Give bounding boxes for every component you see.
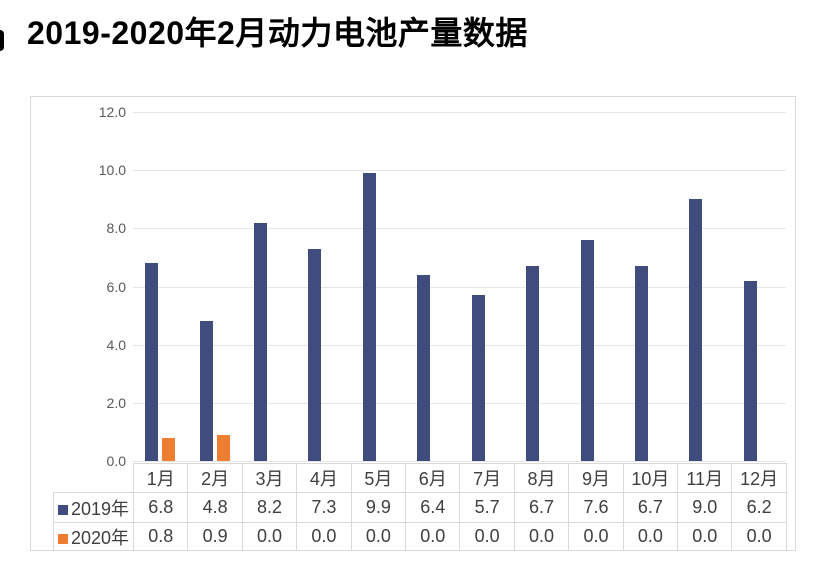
y-tick-label: 2.0 — [106, 394, 126, 411]
chart-card: 0.0 2.0 4.0 6.0 8.0 10.0 12.0 1月 2月 3月 4月 5月 6月 7月 8月… — [30, 96, 796, 551]
bar-group — [133, 112, 187, 461]
value-cell: 9.9 — [350, 492, 407, 523]
2019年-bar — [526, 266, 540, 461]
month-header: 7月 — [459, 463, 515, 493]
2019年-bar — [362, 173, 376, 461]
value-cell: 6.2 — [731, 492, 787, 523]
value-cell: 9.0 — [677, 492, 733, 523]
month-header: 6月 — [405, 463, 461, 493]
bar-group — [351, 112, 405, 461]
2019年-bar — [254, 222, 268, 461]
bar-group — [568, 112, 622, 461]
gridline — [133, 112, 786, 113]
bar-group — [732, 112, 786, 461]
bar-group — [296, 112, 350, 461]
2019年-bar — [635, 266, 648, 461]
2019年-bar — [580, 239, 594, 461]
y-tick-label: 8.0 — [106, 220, 126, 237]
2019年-bar — [145, 263, 159, 461]
month-header: 3月 — [241, 463, 298, 493]
gridline — [133, 228, 786, 230]
month-header-row: 1月 2月 3月 4月 5月 6月 7月 8月 9月 10月 11月 12月 — [54, 463, 787, 493]
plot-area: 0.0 2.0 4.0 6.0 8.0 10.0 12.0 — [31, 97, 795, 469]
gridline — [133, 344, 786, 346]
bar-group — [242, 112, 296, 461]
value-cell: 0.0 — [568, 522, 624, 551]
month-header: 10月 — [622, 463, 679, 493]
corner-cell — [54, 464, 134, 493]
month-header: 2月 — [187, 463, 243, 493]
month-header: 8月 — [513, 463, 570, 493]
2019年-bar — [743, 280, 757, 461]
2019年-bar — [417, 274, 431, 461]
value-cell: 7.6 — [568, 492, 624, 523]
value-cell: 0.0 — [513, 522, 570, 551]
legend-swatch — [57, 504, 68, 515]
value-cell: 0.9 — [187, 522, 243, 551]
value-cell: 4.8 — [187, 492, 243, 523]
value-cell: 7.3 — [296, 492, 352, 523]
series-row: 2019年 6.8 4.8 8.2 7.3 9.9 6.4 5.7 6.7 7.6 6.7 9.0 6.… — [53, 492, 787, 523]
2019年-bar — [689, 199, 703, 461]
y-tick-label: 10.0 — [98, 162, 126, 179]
value-cell: 6.8 — [132, 492, 189, 523]
data-table: 1月 2月 3月 4月 5月 6月 7月 8月 9月 10月 11月 12月 2019年 6.8 4.8 8.… — [53, 463, 787, 551]
value-cell: 0.0 — [350, 522, 407, 551]
value-cell: 0.0 — [731, 522, 787, 551]
month-header: 4月 — [296, 463, 352, 493]
value-cell: 5.7 — [459, 492, 515, 523]
2020年-bar — [162, 437, 176, 461]
month-header: 12月 — [731, 463, 787, 493]
gridline — [133, 286, 786, 288]
month-header: 11月 — [677, 463, 733, 493]
2019年-bar — [471, 295, 485, 461]
legend-swatch — [57, 533, 68, 544]
value-cell: 8.2 — [241, 492, 298, 523]
2019年-bar — [308, 248, 322, 461]
legend-cell: 2020年 — [53, 522, 134, 551]
bar-group — [623, 112, 677, 461]
value-cell: 0.0 — [241, 522, 298, 551]
gridline — [133, 170, 786, 172]
y-tick-label: 4.0 — [106, 336, 126, 353]
legend-cell: 2019年 — [53, 492, 134, 523]
gridline — [133, 402, 786, 404]
bar-group — [405, 112, 459, 461]
value-cell: 0.0 — [405, 522, 461, 551]
y-tick-label: 6.0 — [106, 278, 126, 295]
value-cell: 0.0 — [677, 522, 733, 551]
legend-label: 2020年 — [70, 527, 130, 548]
bar-group — [677, 112, 731, 461]
y-tick-label: 0.0 — [106, 453, 126, 469]
page-title: 2019-2020年2月动力电池产量数据 — [27, 15, 528, 51]
value-cell: 0.0 — [459, 522, 515, 551]
month-header: 5月 — [350, 463, 407, 493]
series-row: 2020年 0.8 0.9 0.0 0.0 0.0 0.0 0.0 0.0 0.0 0.0 0.0 0.… — [53, 522, 787, 551]
bar-group — [514, 112, 568, 461]
bar-group — [460, 112, 514, 461]
value-cell: 0.0 — [296, 522, 352, 551]
table-body: 1月 2月 3月 4月 5月 6月 7月 8月 9月 10月 11月 12月 2019年 6.8 4.8 8.… — [53, 463, 787, 551]
bar-group — [187, 112, 241, 461]
2020年-bar — [216, 434, 230, 461]
y-tick-label: 12.0 — [98, 104, 126, 120]
value-cell: 6.7 — [622, 492, 679, 523]
gridline — [133, 461, 786, 462]
month-header: 1月 — [132, 463, 189, 493]
value-cell: 6.7 — [513, 492, 570, 523]
cropped-glyph-fragment — [0, 30, 4, 51]
2019年-bar — [199, 321, 213, 461]
value-cell: 0.8 — [132, 522, 189, 551]
month-header: 9月 — [568, 463, 624, 493]
legend-label: 2019年 — [70, 498, 130, 519]
value-cell: 0.0 — [622, 522, 679, 551]
bars-area — [133, 112, 786, 461]
value-cell: 6.4 — [405, 492, 461, 523]
